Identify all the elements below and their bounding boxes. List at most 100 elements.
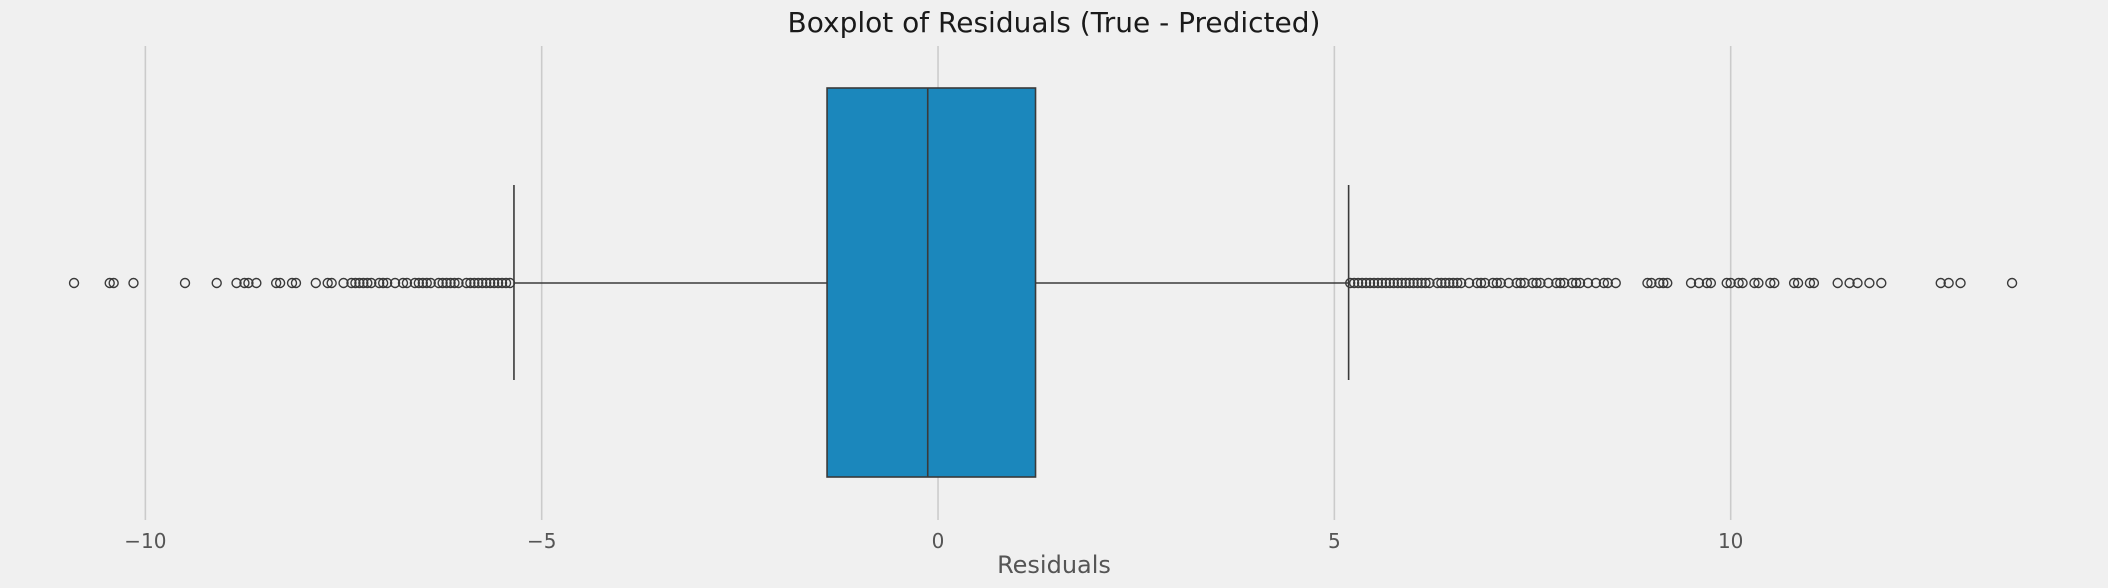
- outlier-point: [239, 277, 250, 289]
- outlier-point: [488, 277, 500, 289]
- outlier-point: [366, 277, 377, 289]
- outlier-point: [68, 277, 80, 289]
- outlier-point: [1737, 277, 1748, 289]
- outlier-point: [1535, 277, 1546, 289]
- outlier-point: [231, 277, 242, 289]
- outlier-point: [381, 277, 393, 289]
- outlier-point: [1832, 277, 1843, 289]
- outlier-point: [1749, 277, 1760, 289]
- outlier-point: [1432, 277, 1443, 289]
- outlier-point: [1388, 277, 1400, 289]
- outlier-point: [1364, 277, 1376, 289]
- outlier-point: [1412, 277, 1423, 289]
- outlier-point: [441, 277, 452, 289]
- outlier-point: [1753, 277, 1764, 289]
- outlier-point: [1420, 277, 1431, 289]
- outlier-point: [1658, 277, 1669, 289]
- outlier-point: [310, 277, 321, 289]
- outlier-point: [421, 277, 432, 289]
- outlier-point: [1543, 277, 1554, 289]
- outlier-points: [68, 277, 2018, 289]
- outlier-point: [1392, 277, 1403, 289]
- outlier-point: [1384, 277, 1396, 289]
- outlier-point: [1408, 277, 1419, 289]
- outlier-point: [1368, 277, 1380, 289]
- box-group: [513, 87, 1350, 478]
- outlier-point: [1804, 277, 1816, 289]
- outlier-point: [1511, 277, 1522, 289]
- outlier-point: [433, 277, 444, 289]
- outlier-point: [346, 277, 357, 289]
- outlier-point: [326, 277, 337, 289]
- outlier-point: [1491, 277, 1503, 289]
- outlier-point: [1345, 277, 1356, 289]
- outlier-point: [1452, 277, 1463, 289]
- outlier-point: [377, 277, 389, 289]
- outlier-point: [1769, 277, 1780, 289]
- outlier-point: [437, 277, 448, 289]
- outlier-point: [251, 277, 262, 289]
- outlier-point: [1935, 277, 1946, 289]
- outlier-point: [1602, 277, 1614, 289]
- outlier-point: [504, 277, 516, 289]
- outlier-point: [1455, 277, 1467, 289]
- outlier-point: [453, 277, 464, 289]
- outlier-point: [350, 277, 361, 289]
- outlier-point: [1475, 277, 1487, 289]
- outlier-point: [397, 277, 409, 289]
- outlier-point: [1404, 277, 1415, 289]
- outlier-point: [1610, 277, 1621, 289]
- outlier-point: [1705, 277, 1717, 289]
- outlier-point: [481, 277, 492, 289]
- outlier-point: [1376, 277, 1388, 289]
- outlier-point: [1701, 277, 1713, 289]
- outlier-point: [1487, 277, 1499, 289]
- outlier-point: [1852, 277, 1863, 289]
- outlier-point: [1495, 277, 1507, 289]
- outlier-point: [1551, 277, 1562, 289]
- outlier-point: [1864, 277, 1875, 289]
- outlier-point: [1693, 277, 1705, 289]
- outlier-point: [1725, 277, 1736, 289]
- x-tick-label: 0: [932, 529, 945, 553]
- outlier-point: [465, 277, 476, 289]
- outlier-point: [1721, 277, 1732, 289]
- outlier-point: [1440, 277, 1451, 289]
- outlier-point: [1416, 277, 1427, 289]
- x-tick-labels: −10 −5 0 5 10: [124, 529, 1743, 553]
- outlier-point: [1788, 277, 1800, 289]
- outlier-point: [286, 277, 298, 289]
- outlier-point: [1685, 277, 1697, 289]
- outlier-point: [1479, 277, 1491, 289]
- outlier-point: [1519, 277, 1530, 289]
- outlier-point: [417, 277, 429, 289]
- outlier-point: [274, 277, 286, 289]
- outlier-point: [1598, 277, 1610, 289]
- x-tick-label: −5: [527, 529, 556, 553]
- outlier-point: [1356, 277, 1368, 289]
- outlier-point: [1400, 277, 1411, 289]
- outlier-point: [1436, 277, 1447, 289]
- outlier-point: [500, 277, 512, 289]
- outlier-point: [1527, 277, 1538, 289]
- outlier-point: [1503, 277, 1514, 289]
- x-axis-label: Residuals: [997, 551, 1111, 579]
- outlier-point: [461, 277, 472, 289]
- outlier-point: [128, 277, 139, 289]
- outlier-point: [1646, 277, 1657, 289]
- outlier-point: [270, 277, 282, 289]
- outlier-point: [1574, 277, 1586, 289]
- outlier-point: [477, 277, 488, 289]
- outlier-point: [1808, 277, 1820, 289]
- outlier-point: [1642, 277, 1653, 289]
- outlier-point: [425, 277, 436, 289]
- outlier-point: [1733, 277, 1744, 289]
- outlier-point: [1424, 277, 1435, 289]
- outlier-point: [1444, 277, 1455, 289]
- outlier-point: [1360, 277, 1372, 289]
- outlier-point: [1372, 277, 1384, 289]
- outlier-point: [401, 277, 413, 289]
- x-tick-label: 10: [1718, 529, 1743, 553]
